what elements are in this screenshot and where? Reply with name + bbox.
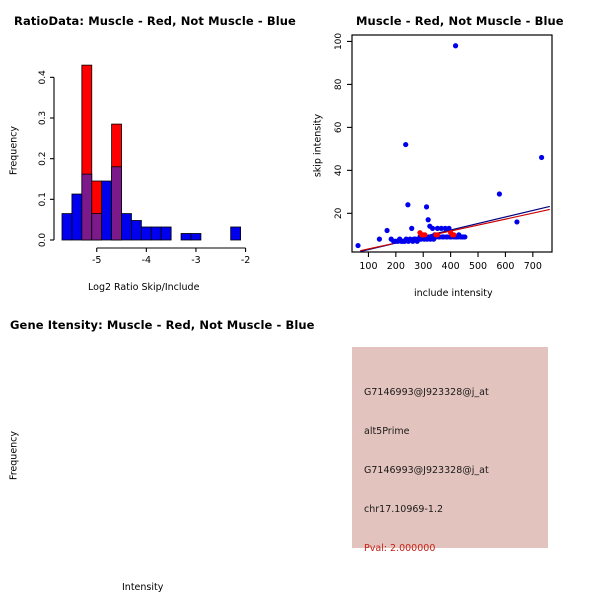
scatter-point: [384, 227, 390, 234]
panel-ratio-histogram: RatioData: Muscle - Red, Not Muscle - Bl…: [0, 0, 300, 300]
scatter-point: [403, 141, 409, 148]
hist-bar-not-muscle: [190, 233, 202, 241]
svg-text:300: 300: [414, 261, 432, 272]
svg-text:20: 20: [334, 207, 344, 219]
svg-text:60: 60: [334, 121, 344, 133]
hist-bar-not-muscle: [121, 213, 132, 241]
info-line-location: chr17.10969-1.2: [364, 504, 444, 515]
scatter-point: [425, 217, 431, 223]
gene-hist-plot: 0.00.10.20.30.41015202530: [0, 300, 300, 600]
scatter-point: [434, 232, 441, 238]
regression-line: [360, 208, 550, 252]
scatter-xlabel: include intensity: [414, 288, 493, 299]
hist-bar-not-muscle: [81, 173, 93, 241]
svg-text:0.3: 0.3: [38, 111, 48, 125]
svg-text:200: 200: [387, 261, 405, 272]
scatter-point: [422, 232, 428, 238]
info-line-probeset-id: G7146993@J923328@j_at: [364, 387, 489, 398]
svg-text:40: 40: [334, 164, 344, 176]
ratio-hist-title: RatioData: Muscle - Red, Not Muscle - Bl…: [14, 14, 296, 28]
svg-text:400: 400: [442, 261, 460, 272]
panel-scatter: Muscle - Red, Not Muscle - Blue skip int…: [300, 0, 600, 300]
hist-bar-not-muscle: [111, 166, 122, 241]
gene-hist-title: Gene Itensity: Muscle - Red, Not Muscle …: [10, 318, 315, 332]
info-line-pval: Pval: 2.000000: [364, 543, 436, 554]
scatter-point: [446, 225, 452, 231]
hist-bar-not-muscle: [160, 226, 172, 241]
info-line-splice-type: alt5Prime: [364, 426, 410, 437]
svg-text:0.0: 0.0: [38, 233, 48, 248]
svg-text:0.4: 0.4: [38, 70, 48, 85]
hist-bar-not-muscle: [131, 220, 142, 241]
scatter-point: [451, 232, 457, 238]
svg-text:-2: -2: [241, 255, 250, 266]
svg-text:-4: -4: [142, 255, 151, 266]
ratio-hist-xlabel: Log2 Ratio Skip/Include: [88, 282, 200, 293]
plot-box: [351, 34, 553, 253]
scatter-point: [355, 242, 361, 249]
hist-bar-not-muscle: [91, 213, 103, 241]
scatter-point: [429, 225, 436, 231]
hist-bar-not-muscle: [71, 193, 83, 241]
scatter-title: Muscle - Red, Not Muscle - Blue: [356, 14, 564, 28]
scatter-point: [538, 154, 545, 161]
scatter-point: [409, 225, 415, 231]
svg-text:0.1: 0.1: [38, 192, 48, 206]
svg-text:500: 500: [469, 261, 487, 272]
scatter-point: [376, 236, 382, 242]
svg-text:100: 100: [334, 33, 344, 50]
hist-bar-not-muscle: [140, 226, 152, 241]
scatter-point: [452, 43, 459, 49]
scatter-point: [462, 234, 468, 240]
hist-bar-not-muscle: [150, 226, 162, 241]
hist-bar-not-muscle: [101, 180, 113, 241]
scatter-point: [514, 219, 520, 225]
scatter-point: [434, 225, 441, 231]
svg-text:700: 700: [524, 261, 542, 272]
scatter-plot: 20 40 60 80 100 100 200 300 400 500 600 700: [334, 33, 553, 272]
svg-text:0.2: 0.2: [38, 152, 48, 166]
info-line-probeset-id-2: G7146993@J923328@j_at: [364, 465, 489, 476]
scatter-point: [423, 204, 430, 210]
hist-bar-not-muscle: [230, 226, 241, 241]
svg-text:-3: -3: [191, 255, 200, 266]
svg-text:-5: -5: [92, 255, 101, 266]
svg-text:100: 100: [359, 261, 377, 272]
svg-text:80: 80: [334, 78, 344, 90]
gene-hist-xlabel: Intensity: [122, 582, 164, 593]
scatter-point: [442, 225, 448, 231]
gene-info-panel: G7146993@J923328@j_at alt5Prime G7146993…: [352, 347, 548, 554]
scatter-point: [438, 225, 444, 231]
hist-bar-not-muscle: [180, 233, 192, 241]
scatter-point: [496, 191, 502, 197]
hist-bar-not-muscle: [61, 213, 73, 241]
scatter-point: [405, 202, 411, 208]
panel-gene-histogram: Gene Itensity: Muscle - Red, Not Muscle …: [0, 300, 315, 600]
svg-text:600: 600: [496, 261, 514, 272]
ratio-hist-plot: 0.0 0.1 0.2 0.3 0.4 -5 -4 -3 -2: [38, 64, 250, 266]
